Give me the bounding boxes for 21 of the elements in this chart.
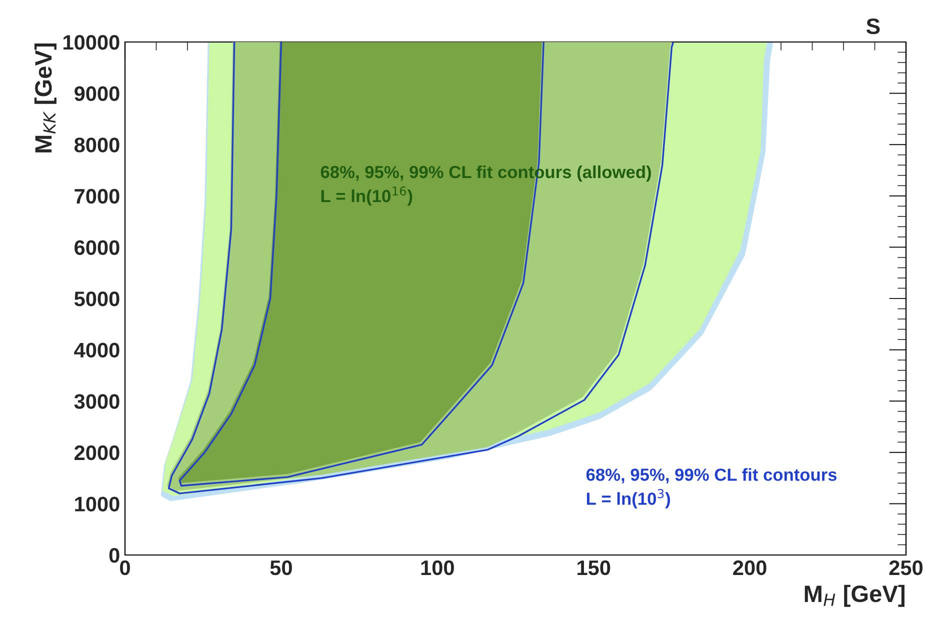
y-tick-label: 1000 — [75, 496, 120, 512]
y-tick-label: 10000 — [64, 35, 120, 50]
x-tick-label: 250 — [889, 560, 923, 576]
x-axis-title: M$_{H}$ [GeV] — [804, 584, 904, 607]
y-tick-label: 3000 — [74, 394, 120, 409]
y-tick-label: 9000 — [74, 86, 120, 102]
x-tick-label: 0 — [120, 560, 130, 576]
x-tick-label: 200 — [733, 560, 766, 576]
y-tick-label: 6000 — [74, 240, 120, 255]
y-tick-label: 8000 — [74, 138, 120, 152]
y-tick-label: 7000 — [74, 188, 120, 204]
y-tick-label: 0 — [109, 548, 120, 563]
y-tick-label: 4000 — [74, 342, 120, 358]
x-tick-label: 100 — [421, 560, 454, 576]
y-axis-title: M$_{KK}$ [GeV] — [34, 43, 56, 152]
annotation: 68%, 95%, 99% CL fit contours L = ln(10$^{3}$) — [586, 468, 837, 508]
y-tick-label: 5000 — [74, 292, 120, 306]
x-tick-label: 150 — [578, 560, 610, 576]
chart-title: S — [866, 18, 880, 34]
y-tick-label: 2000 — [74, 445, 120, 460]
x-tick-label: 50 — [270, 560, 292, 576]
